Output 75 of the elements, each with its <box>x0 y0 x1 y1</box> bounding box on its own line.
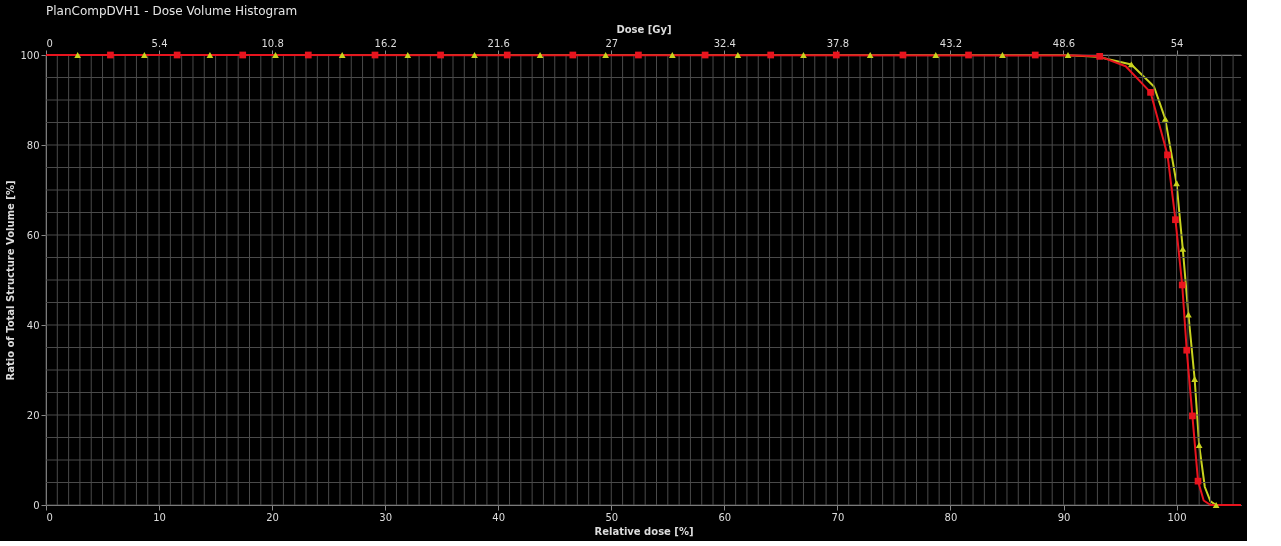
x2-tick-label: 21.6 <box>487 37 510 49</box>
y-tick-label: 40 <box>26 319 40 331</box>
point <box>206 52 214 58</box>
point <box>1096 53 1104 60</box>
point <box>404 52 412 58</box>
x-tick-label: 80 <box>944 511 958 523</box>
point <box>74 52 82 58</box>
point <box>1212 502 1220 508</box>
chart-title: PlanCompDVH1 - Dose Volume Histogram <box>46 4 298 18</box>
x-tick-label: 70 <box>831 511 845 523</box>
x-tick-label: 60 <box>718 511 732 523</box>
point <box>471 52 478 58</box>
point <box>1031 51 1039 59</box>
point <box>107 51 114 59</box>
point <box>437 51 444 59</box>
x2-tick-label: 0 <box>46 37 53 49</box>
x-tick-label: 10 <box>153 511 166 523</box>
point <box>1189 412 1196 420</box>
point <box>734 52 742 58</box>
point <box>1185 311 1192 318</box>
point <box>1147 89 1154 96</box>
point <box>965 51 972 59</box>
point <box>272 52 279 58</box>
point <box>536 52 544 58</box>
point <box>635 51 642 59</box>
y-tick-label: 80 <box>26 139 40 151</box>
x2-tick-label: 48.6 <box>1052 37 1076 49</box>
point <box>832 51 840 59</box>
point <box>999 52 1006 58</box>
point <box>866 52 874 58</box>
x2-tick-label: 10.8 <box>261 37 284 49</box>
point <box>1194 477 1202 485</box>
point <box>668 52 676 58</box>
point <box>503 51 511 59</box>
point <box>239 51 247 59</box>
point <box>1164 151 1171 159</box>
x2-tick-label: 54 <box>1170 37 1184 49</box>
point <box>569 51 577 59</box>
y-axis-title: Ratio of Total Structure Volume [%] <box>5 180 17 381</box>
point <box>800 52 807 58</box>
x2-tick-label: 5.4 <box>151 37 168 49</box>
point <box>1064 52 1072 58</box>
point <box>141 52 148 58</box>
x-tick-label: 50 <box>605 511 619 523</box>
point <box>304 51 312 59</box>
x2-tick-label: 32.4 <box>713 37 736 49</box>
line-series <box>45 54 1242 506</box>
x2-axis-title: Dose [Gy] <box>616 23 672 35</box>
point <box>1178 281 1186 289</box>
x-tick-label: 100 <box>1167 511 1187 523</box>
x2-tick-label: 16.2 <box>374 37 397 49</box>
point <box>1161 116 1169 122</box>
x-tick-label: 40 <box>492 511 506 523</box>
x-tick-label: 90 <box>1057 511 1071 523</box>
point <box>767 51 775 59</box>
x-tick-label: 0 <box>46 511 53 523</box>
y-tick-label: 0 <box>33 499 40 511</box>
x-axis-title: Relative dose [%] <box>594 525 694 537</box>
x-tick-label: 30 <box>379 511 393 523</box>
y-tick-label: 100 <box>20 49 40 61</box>
y-tick-label: 60 <box>26 229 40 241</box>
point <box>932 52 940 58</box>
point <box>1179 246 1187 252</box>
point <box>602 52 609 58</box>
x2-tick-label: 37.8 <box>826 37 849 49</box>
point <box>1191 376 1198 382</box>
point <box>1195 442 1203 449</box>
x2-tick-label: 43.2 <box>939 37 963 49</box>
point <box>1172 216 1179 224</box>
point <box>338 52 346 58</box>
point <box>1183 346 1191 354</box>
point <box>1173 180 1180 187</box>
x-tick-label: 20 <box>266 511 279 523</box>
x2-tick-label: 27 <box>605 37 619 49</box>
y-tick-label: 20 <box>26 409 40 421</box>
